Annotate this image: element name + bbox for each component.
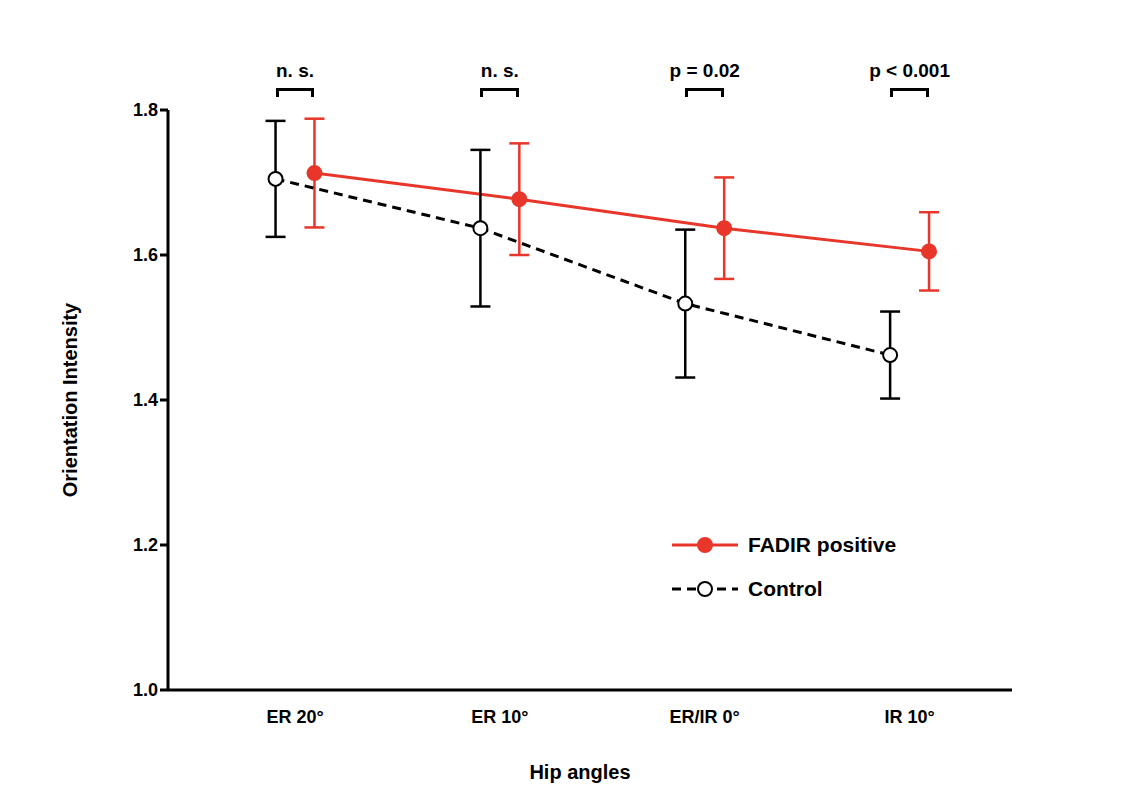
- svg-text:1.8: 1.8: [133, 100, 158, 120]
- svg-text:1.2: 1.2: [133, 535, 158, 555]
- svg-text:ER 20°: ER 20°: [266, 707, 323, 727]
- svg-text:IR 10°: IR 10°: [884, 707, 934, 727]
- html-text:Orientation Intensity: Orientation Intensity: [58, 302, 81, 498]
- svg-text:1.0: 1.0: [133, 680, 158, 700]
- html-text:p = 0.02: p = 0.02: [669, 60, 740, 81]
- html-text:Control: Control: [748, 577, 823, 600]
- html-text:p < 0.001: p < 0.001: [869, 60, 950, 81]
- html-text:n. s.: n. s.: [480, 60, 519, 81]
- html-text:FADIR positive: FADIR positive: [748, 533, 897, 556]
- svg-text:ER/IR 0°: ER/IR 0°: [670, 707, 740, 727]
- svg-text:1.6: 1.6: [133, 245, 158, 265]
- html-text:n. s.: n. s.: [276, 60, 314, 81]
- html-text:Hip angles: Hip angles: [529, 761, 631, 783]
- svg-text:ER 10°: ER 10°: [471, 707, 528, 727]
- svg-text:1.4: 1.4: [133, 390, 158, 410]
